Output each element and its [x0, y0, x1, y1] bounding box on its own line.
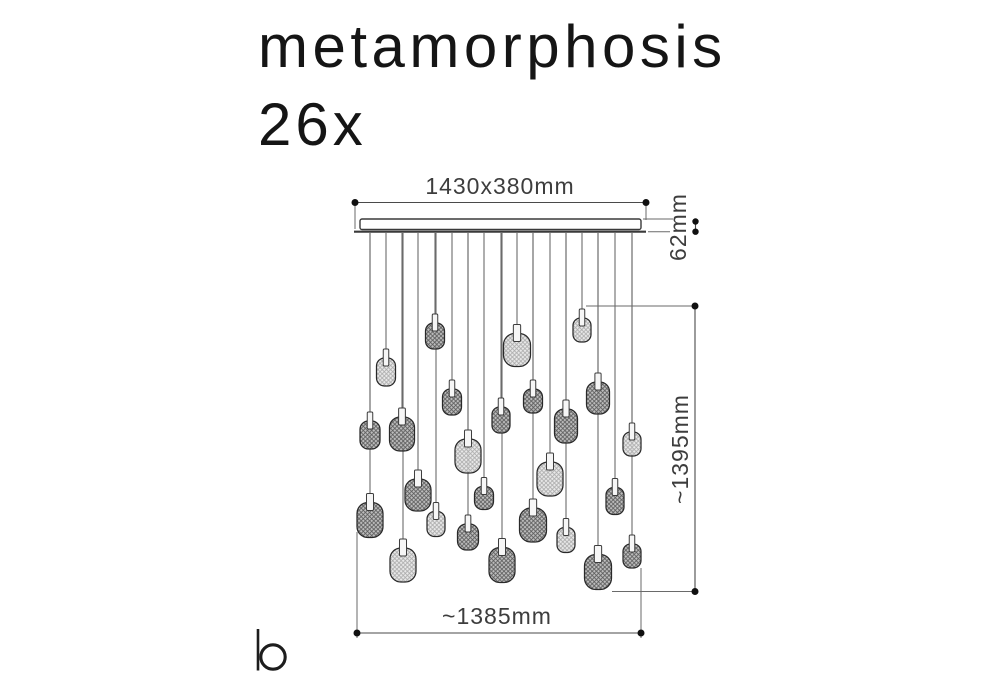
pendant [522, 379, 544, 414]
canopy-height-label: 62mm [665, 193, 691, 261]
product-title: metamorphosis [258, 13, 727, 80]
pendant [491, 397, 511, 434]
pendant [426, 502, 446, 538]
pendant [454, 429, 482, 474]
pendant-cap [463, 429, 473, 448]
pendant-cap [529, 379, 537, 398]
pendant-cap [431, 313, 439, 332]
fixture-height-label: ~1395mm [667, 394, 693, 504]
pendant-cap [432, 502, 440, 520]
pendant [473, 477, 495, 511]
pendant-cap [628, 422, 636, 441]
pendant [556, 518, 576, 554]
brand-logo-bowl [259, 643, 287, 671]
pendant-cap [365, 493, 375, 511]
pendant [622, 422, 642, 457]
pendant [572, 308, 592, 343]
pendant [605, 478, 625, 516]
canopy-height-dimension: 62mm [643, 193, 699, 261]
pendant-cap [398, 538, 408, 557]
pendant-cap [593, 545, 603, 563]
pendant-cap [398, 407, 406, 426]
dimension-dot [637, 629, 645, 637]
dimension-dot [691, 302, 699, 310]
pendant-cap [497, 538, 507, 556]
pendant [359, 411, 381, 450]
pendant [375, 348, 397, 387]
pendant-cap [594, 372, 602, 391]
pendant-cap [497, 397, 505, 416]
pendant-cap [382, 348, 390, 367]
dimension-dot [353, 629, 361, 637]
product-variant: 26x [258, 91, 367, 158]
pendant [441, 379, 463, 416]
fixture-width-dimension: ~1385mm [353, 532, 645, 638]
pendant-cap [611, 478, 619, 496]
canopy-width-dimension: 1430x380mm [351, 173, 650, 229]
canopy-size-label: 1430x380mm [425, 173, 574, 199]
pendant [456, 514, 480, 551]
pendant-cap [562, 399, 570, 418]
pendants [356, 308, 642, 591]
pendant-cap [578, 308, 586, 327]
pendant [389, 538, 417, 583]
pendant [502, 324, 532, 368]
pendant [404, 469, 432, 512]
pendant [622, 534, 642, 569]
dimension-dot [642, 199, 650, 206]
dimension-dot [692, 228, 699, 235]
fixture-width-label: ~1385mm [442, 603, 552, 629]
fixture-height-dimension: ~1395mm [586, 302, 699, 595]
pendant-cap [512, 324, 522, 342]
pendant [424, 313, 446, 350]
pendant [388, 407, 416, 452]
pendant [518, 498, 548, 543]
pendant-cap [628, 534, 636, 553]
pendant [553, 399, 579, 444]
pendant-cap [480, 477, 488, 495]
brand-logo [256, 629, 287, 671]
pendant [585, 372, 611, 415]
pendant-cap [464, 514, 472, 533]
pendant [583, 545, 613, 591]
pendant-cap [545, 452, 555, 471]
pendant-cap [413, 469, 423, 488]
pendant [536, 452, 564, 497]
pendant-cap [562, 518, 570, 536]
title-block: metamorphosis 26x [258, 17, 727, 155]
pendant [356, 493, 384, 539]
dimension-dot [351, 199, 359, 206]
canopy-body [359, 218, 642, 231]
dimension-dot [691, 588, 699, 595]
pendant-cap [448, 379, 456, 398]
ceiling-canopy [354, 218, 646, 233]
pendant-cap [366, 411, 374, 430]
pendant-cap [528, 498, 538, 517]
pendant-cables [369, 232, 633, 549]
pendant [488, 538, 516, 584]
dimension-dot [692, 218, 699, 225]
